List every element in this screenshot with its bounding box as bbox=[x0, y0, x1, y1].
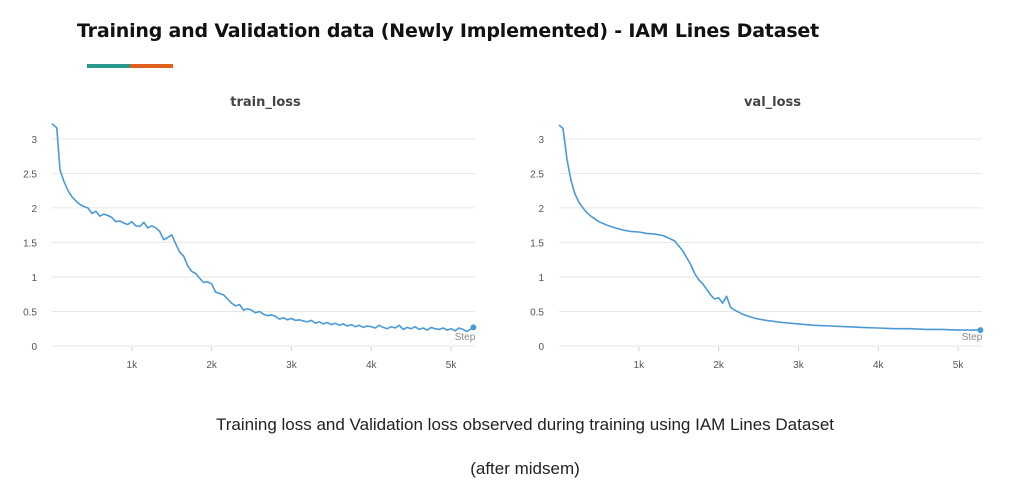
val-loss-chart: val_loss 0 0.5 1 1.5 2 2.5 3 1k 2k 3k 4k 5k Step bbox=[530, 95, 984, 371]
y-tick-label: 0.5 bbox=[23, 307, 37, 318]
x-tick-label: 4k bbox=[366, 360, 378, 371]
x-tick-label: 2k bbox=[206, 360, 218, 371]
loss-line bbox=[558, 124, 981, 331]
y-tick-label: 1 bbox=[31, 273, 37, 284]
y-tick-label: 1 bbox=[538, 273, 544, 284]
last-point-marker bbox=[470, 324, 477, 331]
y-tick-label: 0 bbox=[31, 342, 37, 353]
last-point-marker bbox=[977, 327, 984, 334]
x-tick-label: 5k bbox=[446, 360, 458, 371]
chart-title: val_loss bbox=[744, 95, 801, 110]
x-tick-label: 3k bbox=[286, 360, 298, 371]
y-tick-label: 2.5 bbox=[530, 169, 544, 180]
y-tick-label: 3 bbox=[31, 135, 37, 146]
figure-caption: Training loss and Validation loss observ… bbox=[215, 415, 834, 434]
x-axis-label: Step bbox=[455, 332, 476, 343]
x-tick-label: 1k bbox=[634, 360, 646, 371]
x-tick-label: 2k bbox=[713, 360, 725, 371]
y-tick-label: 3 bbox=[538, 135, 544, 146]
x-axis-label: Step bbox=[962, 332, 983, 343]
y-tick-label: 0 bbox=[538, 342, 544, 353]
accent-bar-orange bbox=[130, 64, 173, 68]
y-tick-label: 0.5 bbox=[530, 307, 544, 318]
figure-caption-note: (after midsem) bbox=[470, 459, 580, 478]
y-tick-label: 1.5 bbox=[23, 238, 37, 249]
x-tick-label: 1k bbox=[127, 360, 139, 371]
loss-line bbox=[51, 122, 474, 333]
chart-title: train_loss bbox=[230, 95, 301, 110]
x-tick-label: 4k bbox=[873, 360, 885, 371]
val-loss-panel: val_loss 0 0.5 1 1.5 2 2.5 3 1k 2k 3k 4k 5k Step bbox=[527, 90, 997, 380]
y-tick-label: 1.5 bbox=[530, 238, 544, 249]
x-tick-label: 5k bbox=[953, 360, 965, 371]
accent-bar-teal bbox=[87, 64, 130, 68]
y-tick-label: 2 bbox=[31, 204, 37, 215]
train-loss-panel: train_loss 0 0.5 1 1.5 2 2.5 3 1k 2k 3k 4k 5k Step bbox=[20, 90, 490, 380]
y-tick-label: 2 bbox=[538, 204, 544, 215]
y-tick-label: 2.5 bbox=[23, 169, 37, 180]
x-tick-label: 3k bbox=[793, 360, 805, 371]
page-title: Training and Validation data (Newly Impl… bbox=[77, 20, 819, 42]
train-loss-chart: train_loss 0 0.5 1 1.5 2 2.5 3 1k 2k 3k 4k 5k Step bbox=[23, 95, 477, 371]
